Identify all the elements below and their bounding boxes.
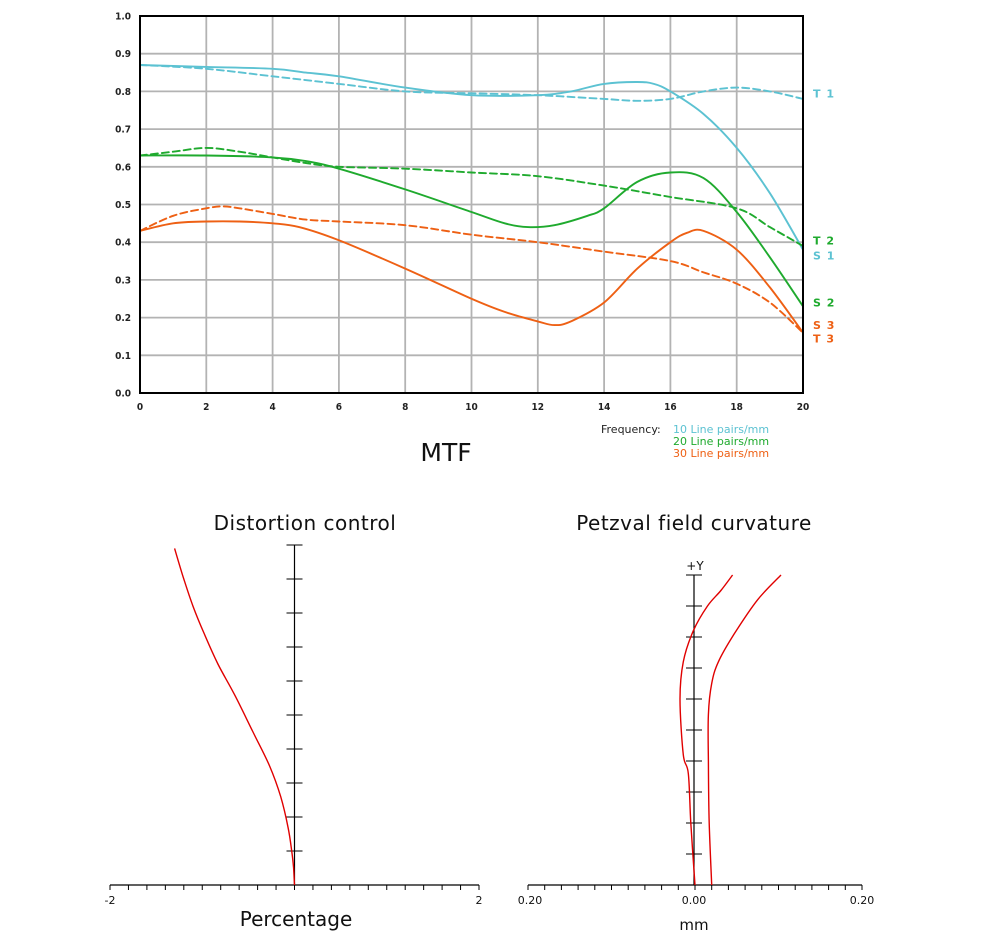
mtf-ytick-label: 0.6: [115, 162, 131, 173]
mtf-ytick-label: 0.2: [115, 313, 131, 324]
mtf-grid: [140, 16, 803, 393]
petzval-xtick-right: 0.20: [850, 894, 875, 907]
mtf-series-s3: [139, 220, 804, 334]
mtf-ytick-label: 0.9: [115, 49, 131, 60]
frequency-entry-30: 30 Line pairs/mm: [673, 447, 769, 460]
petzval-xtick-center: 0.00: [682, 894, 707, 907]
petzval-xtick-left: 0.20: [518, 894, 543, 907]
mtf-ytick-label: 0.8: [115, 87, 131, 98]
distortion-xtick-left: -2: [105, 894, 116, 907]
distortion-xtick-right: 2: [476, 894, 483, 907]
mtf-end-label-s3: S 3: [813, 319, 835, 332]
mtf-xtick-label: 16: [664, 402, 677, 413]
petzval-ylabel: +Y: [686, 559, 704, 573]
petzval-title: Petzval field curvature: [576, 511, 812, 535]
mtf-ytick-label: 0.1: [115, 351, 131, 362]
mtf-xtick-label: 18: [730, 402, 743, 413]
distortion-curve: [173, 548, 296, 886]
distortion-series-group: [173, 548, 296, 886]
mtf-plot-frame: [139, 15, 804, 394]
petzval-curve-1: [679, 574, 734, 886]
mtf-end-label-t1: T 1: [813, 87, 835, 100]
mtf-ytick-label: 0.7: [115, 125, 131, 136]
petzval-xlabel: mm: [679, 916, 708, 934]
mtf-end-label-s1: S 1: [813, 249, 835, 262]
mtf-series-s1: [139, 64, 804, 251]
distortion-axes: [109, 544, 480, 890]
mtf-series-group: [139, 64, 804, 334]
mtf-xtick-label: 0: [137, 402, 143, 413]
petzval-series-group: [679, 574, 782, 886]
mtf-xtick-label: 14: [598, 402, 611, 413]
mtf-series-s2: [139, 154, 804, 308]
mtf-ytick-label: 0.3: [115, 275, 131, 286]
mtf-ytick-label: 0.0: [115, 389, 131, 400]
mtf-end-label-t2: T 2: [813, 234, 835, 247]
mtf-xtick-label: 4: [269, 402, 275, 413]
mtf-end-label-t3: T 3: [813, 332, 835, 345]
mtf-title: MTF: [420, 438, 471, 467]
mtf-xtick-label: 12: [532, 402, 545, 413]
mtf-xtick-label: 2: [203, 402, 209, 413]
mtf-ytick-label: 0.4: [115, 238, 131, 249]
mtf-frame: [139, 15, 804, 394]
mtf-series-t3: [139, 205, 804, 334]
mtf-xtick-label: 6: [336, 402, 342, 413]
mtf-xtick-label: 10: [465, 402, 478, 413]
petzval-curve-2: [707, 574, 782, 886]
petzval-axes: [527, 574, 863, 890]
frequency-entry-20: 20 Line pairs/mm: [673, 435, 769, 448]
mtf-end-label-s2: S 2: [813, 297, 835, 310]
mtf-end-labels: T 1 T 2 S 1 S 2 S 3T 3: [813, 87, 835, 345]
frequency-label: Frequency:: [601, 423, 661, 436]
mtf-series-t2: [139, 146, 804, 247]
distortion-xlabel: Percentage: [240, 907, 353, 931]
mtf-tick-labels: 0 2 4 6 8 10 12 14 16 18 20 0.0 0.1 0.2 0.3 0.4 0.5 0.6 0.…: [115, 12, 809, 414]
mtf-ytick-label: 0.5: [115, 200, 131, 211]
distortion-title: Distortion control: [214, 511, 397, 535]
mtf-series-t1: [139, 64, 804, 102]
mtf-ytick-label: 1.0: [115, 12, 131, 23]
frequency-entry-10: 10 Line pairs/mm: [673, 423, 769, 436]
mtf-xtick-label: 8: [402, 402, 408, 413]
mtf-xtick-label: 20: [797, 402, 810, 413]
